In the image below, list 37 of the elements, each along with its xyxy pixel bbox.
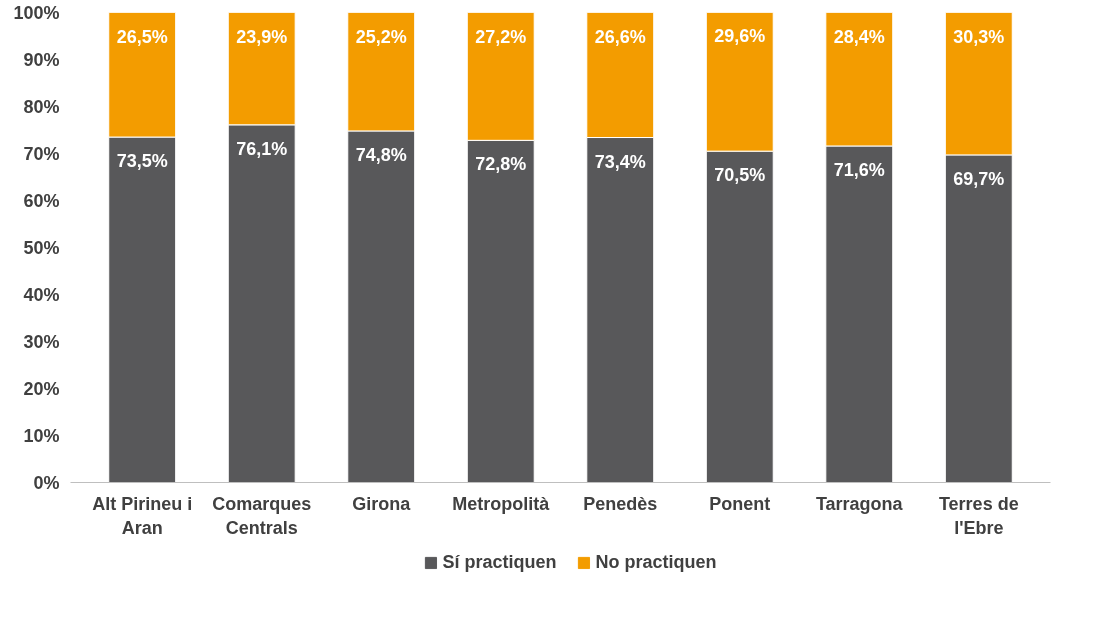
data-label: 73,5% [116, 151, 168, 172]
legend-label: Sí practiquen [442, 551, 557, 573]
y-tick-label: 90% [23, 49, 60, 70]
y-tick-label: 20% [23, 378, 60, 399]
legend-label: No practiquen [595, 551, 717, 573]
data-label: 71,6% [833, 160, 885, 181]
data-label: 25,2% [355, 26, 407, 47]
y-tick-label: 50% [23, 237, 60, 258]
data-label: 29,6% [714, 26, 766, 47]
data-label: 26,5% [116, 26, 168, 47]
data-label: 23,9% [236, 26, 288, 47]
data-label: 70,5% [714, 165, 766, 186]
y-tick-label: 80% [23, 96, 60, 117]
data-label: 28,4% [833, 26, 885, 47]
data-label: 27,2% [475, 26, 527, 47]
x-tick-label: Tarragona [815, 493, 904, 514]
x-tick-label: Penedès [583, 493, 658, 514]
y-tick-label: 70% [23, 143, 60, 164]
x-tick-label: Terres de l'Ebre [938, 493, 1019, 538]
x-tick-label: Girona [352, 493, 412, 514]
y-tick-label: 10% [23, 425, 60, 446]
x-tick-label: Alt Pirineu i Aran [92, 493, 193, 538]
data-label: 30,3% [953, 26, 1005, 47]
x-tick-label: Metropolità [452, 493, 551, 514]
data-label: 76,1% [236, 138, 288, 159]
y-tick-label: 0% [33, 472, 60, 493]
data-label: 69,7% [953, 169, 1005, 190]
x-tick-label: Ponent [709, 493, 771, 514]
data-label: 72,8% [475, 154, 527, 175]
y-tick-label: 100% [13, 2, 60, 23]
data-label: 74,8% [355, 145, 407, 166]
data-label: 26,6% [594, 26, 646, 47]
y-tick-label: 60% [23, 190, 60, 211]
data-label: 73,4% [594, 151, 646, 172]
x-tick-label: Comarques Centrals [212, 493, 312, 538]
y-tick-label: 40% [23, 284, 60, 305]
y-tick-label: 30% [23, 331, 60, 352]
